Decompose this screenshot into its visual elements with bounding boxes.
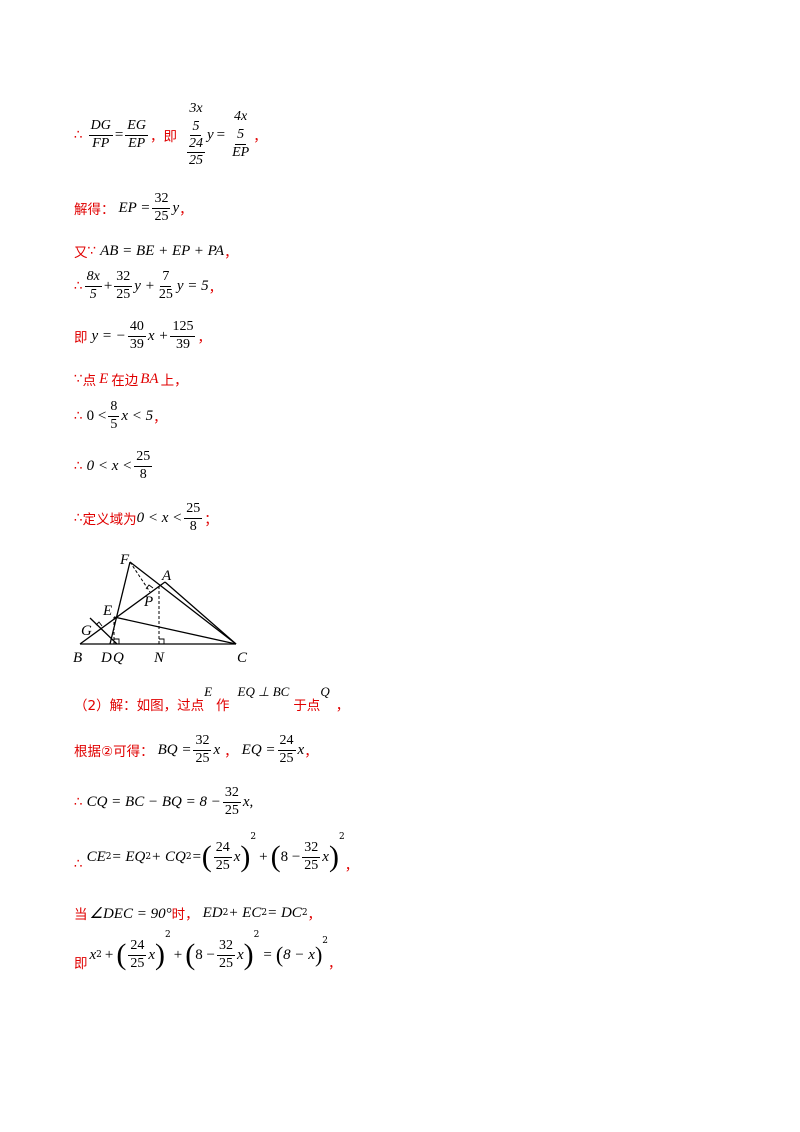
domain-line: ∴ 定义域为 0 < x < 25 8 ； (74, 501, 218, 534)
label-p: P (143, 594, 153, 610)
fraction-eg-ep: EG EP (125, 118, 148, 151)
segment-ac (164, 581, 237, 645)
point-on-edge-line: ∵ 点 E 在边 BA 上， (74, 370, 188, 390)
label-b: B (73, 650, 82, 666)
segment-fc (129, 561, 237, 645)
label-a: A (161, 568, 172, 584)
proportion-line: ∴ DG FP = EG EP ，即 3x 5 24 25 y = 4x 5 E… (74, 100, 267, 169)
segment-ec (113, 616, 237, 645)
inequality-line-2: ∴ 0 < x < 25 8 (74, 449, 153, 482)
label-d: D (100, 650, 112, 666)
cq-line: ∴ CQ = BC − BQ = 8 − 32 25 x, (74, 785, 254, 818)
sum-line: 又 ∵ AB = BE + EP + PA ， (74, 242, 238, 262)
right-angle-p (145, 584, 154, 590)
equation-line: ∴ 8x 5 + 32 25 y + 7 25 y = 5 ， (74, 269, 223, 302)
right-angle-n (159, 638, 165, 644)
label-e: E (102, 603, 112, 619)
label-n: N (153, 650, 165, 666)
segment-ba (79, 581, 166, 645)
y-expression-line: 即 y = − 40 39 x + 125 39 ， (74, 319, 211, 352)
fraction-dg-fp: DG FP (88, 118, 113, 151)
dashed-fp (129, 561, 151, 593)
right-angle-condition-line: 当 ∠DEC = 90° 时， ED 2 + EC 2 = DC 2 ， (74, 904, 322, 924)
ji-text: ，即 (149, 129, 177, 145)
segment-fd (109, 561, 131, 645)
label-g: G (81, 623, 92, 639)
label-c: C (237, 650, 248, 666)
right-angle-q (114, 638, 120, 644)
complex-fraction-right: 4x 5 EP (232, 109, 250, 160)
label-q: Q (113, 650, 124, 666)
complex-fraction-left: 3x 5 24 25 (186, 100, 205, 169)
therefore-symbol: ∴ (74, 127, 83, 143)
ce-squared-line: ∴ CE 2 = EQ 2 + CQ 2 = ( 24 25 x ) 2 + ( 8 − … (74, 832, 359, 874)
construction-line: （2）解：如图，过点 E 作 EQ ⊥ BC 于点 Q ， (74, 684, 350, 714)
label-f: F (119, 552, 130, 568)
triangle-figure: F A P E G B D Q N C (73, 552, 248, 666)
solve-ep-line: 解得： EP = 32 25 y ， (74, 191, 193, 224)
right-angle-g (95, 621, 103, 627)
segment-g-line (89, 617, 118, 645)
bq-eq-line: 根据②可得： BQ = 32 25 x ， EQ = 24 25 x ， (74, 733, 318, 766)
